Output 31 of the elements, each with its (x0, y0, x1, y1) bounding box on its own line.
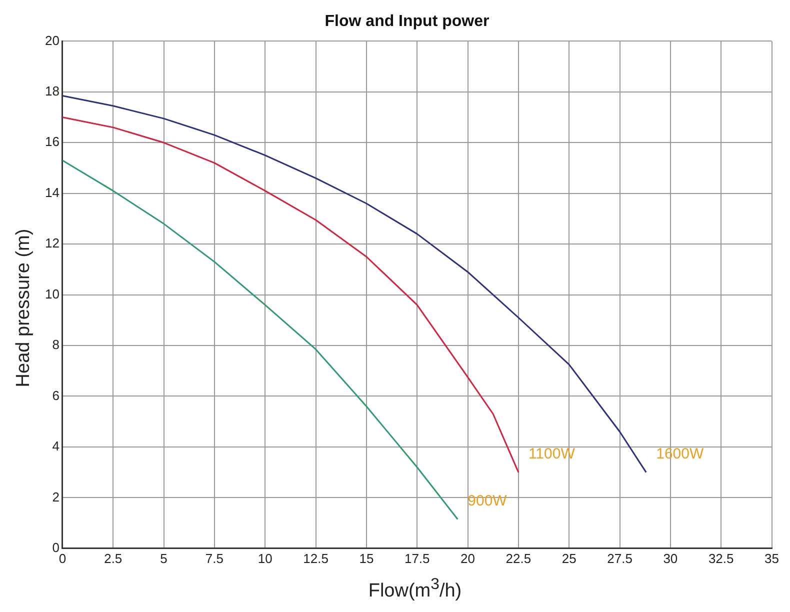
x-tick-label: 22.5 (506, 550, 532, 566)
x-axis-title: Flow(m$^{3}$/h) (367, 576, 463, 602)
chart-title: Flow and Input power (324, 13, 490, 30)
y-tick-label: 0 (52, 540, 60, 555)
y-tick-label: 8 (52, 337, 60, 352)
y-tick-label: 20 (44, 32, 60, 48)
x-tick-label: 7.5 (205, 550, 224, 566)
y-tick-label: 18 (44, 84, 60, 98)
x-tick-label: 25 (562, 550, 576, 566)
x-tick-label: 32.5 (708, 550, 734, 566)
y-tick-label: 4 (52, 438, 60, 454)
x-tick-label: 27.5 (607, 550, 632, 566)
series-label: 1100W (528, 445, 576, 462)
x-tick-label: 35 (764, 550, 780, 566)
y-tick-label: 16 (44, 134, 60, 150)
y-tick-label: 10 (44, 286, 60, 302)
x-tick-label: 17.5 (404, 550, 430, 566)
y-tick-label: 2 (52, 489, 60, 504)
x-tick-label: 30 (663, 550, 678, 566)
y-tick-label: 12 (44, 236, 60, 251)
x-tick-label: 2.5 (104, 550, 122, 566)
series-label: 900W (468, 492, 508, 510)
x-tick-label: 12.5 (303, 550, 328, 566)
y-axis-title: Head pressure (m) (13, 228, 35, 388)
x-tick-label: 10 (258, 550, 272, 566)
x-tick-label: 15 (359, 550, 374, 566)
x-tick-label: 20 (460, 550, 476, 566)
y-tick-label: 6 (52, 388, 60, 403)
y-tick-label: 14 (44, 184, 60, 200)
series-label: 1600W (656, 445, 704, 462)
x-tick-label: 5 (160, 550, 168, 566)
